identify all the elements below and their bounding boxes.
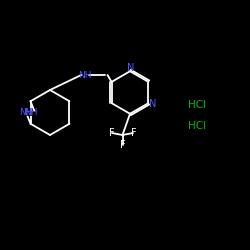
Text: F: F (109, 128, 114, 138)
Text: NH: NH (20, 108, 33, 117)
Text: N: N (149, 98, 156, 108)
Text: HCl: HCl (188, 100, 206, 110)
Text: NH: NH (24, 108, 37, 117)
Text: F: F (131, 128, 136, 138)
Text: NH: NH (78, 70, 92, 80)
Text: HCl: HCl (188, 121, 206, 131)
Text: N: N (127, 63, 134, 73)
Text: F: F (120, 140, 125, 150)
